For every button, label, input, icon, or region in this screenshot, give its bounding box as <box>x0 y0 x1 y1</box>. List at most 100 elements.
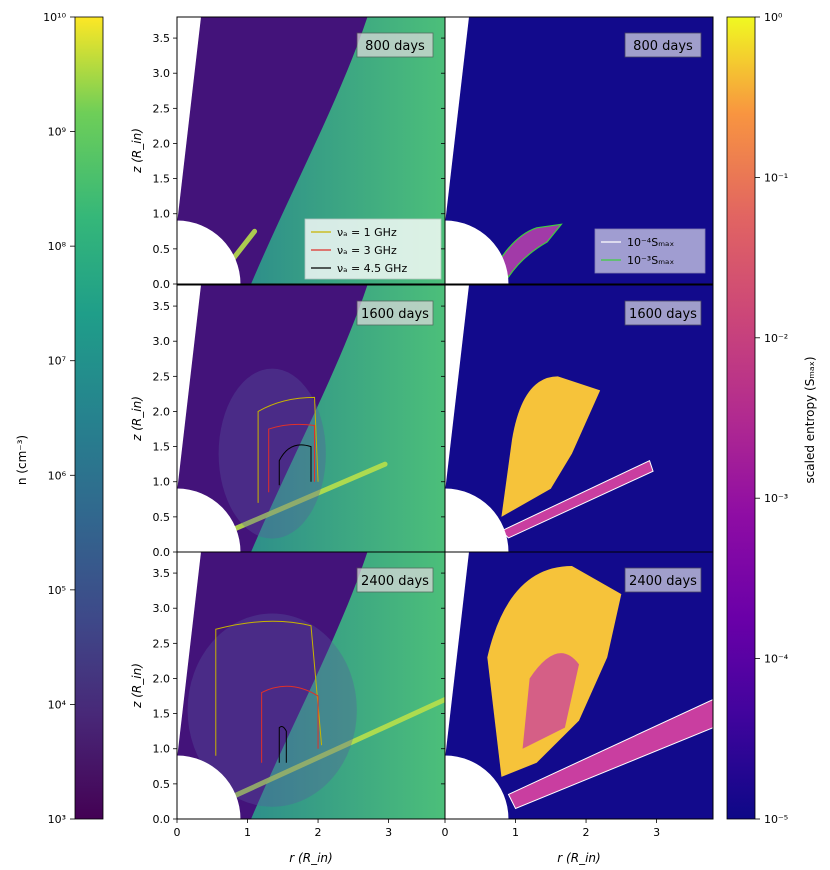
x-tick-label: 0 <box>174 826 181 839</box>
entropy-panel: 1600 days <box>441 284 714 556</box>
density-panel: 800 days 0.0 0.5 1.0 1.5 2.0 2.5 3.0 3.5 z (R_in)… <box>130 16 446 291</box>
ejecta-jet <box>227 461 388 534</box>
x-axis-label: r (R_in) <box>289 851 332 865</box>
wind-region <box>251 17 445 284</box>
y-tick-label: 1.5 <box>153 173 171 186</box>
time-label-box <box>356 567 434 593</box>
y-tick-label: 2.0 <box>153 137 171 150</box>
excluded-wedge <box>445 285 469 492</box>
density-legend: νₐ = 1 GHz νₐ = 3 GHz νₐ = 4.5 GHz <box>304 218 442 280</box>
time-label: 800 days <box>633 39 693 54</box>
density-colorbar: 10³ 10⁴ 10⁵ 10⁶ 10⁷ 10⁸ 10⁹ 10¹⁰ n (cm⁻³) <box>15 11 104 826</box>
time-label-box <box>624 567 702 593</box>
density-colorbar-tick-label: 10⁴ <box>48 698 67 711</box>
time-label-box <box>624 32 702 58</box>
jet-entropy <box>507 699 713 810</box>
legend-entry: νₐ = 1 GHz <box>337 226 397 239</box>
inner-boundary <box>445 755 509 819</box>
density-colorbar-tick-label: 10⁵ <box>48 584 66 597</box>
wind-region <box>251 552 445 819</box>
x-tick-label: 0 <box>442 826 449 839</box>
mid-entropy-region <box>522 653 579 749</box>
contour-4-5ghz <box>278 726 287 763</box>
ejecta-shell <box>218 368 326 539</box>
time-label-box <box>356 32 434 58</box>
panel-frame <box>444 551 714 820</box>
density-panel: 2400 days 0.0 0.5 1.0 1.5 2.0 2.5 3.0 3.5 0 1 2 3 z (… <box>130 551 446 839</box>
legend-entry: 10⁻⁴Sₘₐₓ <box>627 236 674 249</box>
x-tick-label: 2 <box>583 826 590 839</box>
inner-boundary <box>445 220 509 284</box>
time-label: 1600 days <box>629 307 697 322</box>
contour-3ghz <box>261 685 319 763</box>
y-tick-label: 3.5 <box>153 567 171 580</box>
x-tick-label: 3 <box>653 826 660 839</box>
y-tick-label: 0.0 <box>153 813 171 826</box>
time-label-box <box>356 300 434 326</box>
contour-4-5ghz <box>278 444 312 486</box>
legend-entry: νₐ = 3 GHz <box>337 244 397 257</box>
y-tick-label: 1.5 <box>153 441 171 454</box>
y-tick-label: 2.0 <box>153 405 171 418</box>
y-tick-label: 3.0 <box>153 335 171 348</box>
entropy-colorbar-tick-label: 10⁰ <box>764 11 783 24</box>
y-tick-label: 0.5 <box>153 511 171 524</box>
density-colorbar-tick-label: 10⁸ <box>48 240 67 253</box>
inner-boundary <box>177 755 241 819</box>
density-colorbar-label: n (cm⁻³) <box>15 435 29 485</box>
wind-region <box>251 285 445 552</box>
excluded-wedge <box>177 17 201 224</box>
time-label: 2400 days <box>361 574 429 589</box>
time-label: 2400 days <box>629 574 697 589</box>
contour-1ghz <box>215 620 323 756</box>
entropy-colorbar-tick-label: 10⁻¹ <box>764 171 788 184</box>
y-tick-label: 0.0 <box>153 546 171 559</box>
y-axis-label: z (R_in) <box>130 128 144 174</box>
hot-ejecta-region <box>497 223 563 279</box>
y-tick-label: 0.5 <box>153 243 171 256</box>
y-tick-label: 2.5 <box>153 102 171 115</box>
entropy-legend: 10⁻⁴Sₘₐₓ 10⁻³Sₘₐₓ <box>594 228 706 274</box>
y-tick-label: 3.0 <box>153 67 171 80</box>
inner-boundary <box>177 488 241 552</box>
y-tick-label: 0.5 <box>153 778 171 791</box>
entropy-panel: 800 days 10⁻⁴Sₘₐₓ 10⁻³Sₘₐₓ <box>441 16 714 288</box>
contour-3ghz <box>268 423 316 493</box>
time-label: 800 days <box>365 39 425 54</box>
panel-frame <box>444 16 714 285</box>
x-tick-label: 1 <box>512 826 519 839</box>
hot-ejecta-region <box>501 376 601 517</box>
x-tick-label: 1 <box>244 826 251 839</box>
excluded-wedge <box>445 552 469 759</box>
entropy-colorbar-tick-label: 10⁻³ <box>764 492 788 505</box>
entropy-colorbar: 10⁻⁵ 10⁻⁴ 10⁻³ 10⁻² 10⁻¹ 10⁰ scaled entropy (… <box>726 11 817 826</box>
y-tick-label: 2.5 <box>153 370 171 383</box>
inner-boundary <box>177 220 241 284</box>
y-tick-label: 1.0 <box>153 208 171 221</box>
y-tick-label: 3.5 <box>153 300 171 313</box>
y-tick-label: 1.0 <box>153 476 171 489</box>
density-panel: 1600 days 0.0 0.5 1.0 1.5 2.0 2.5 3.0 3.5 z (R_in… <box>130 284 446 559</box>
density-colorbar-tick-label: 10⁷ <box>48 355 66 368</box>
y-tick-label: 2.5 <box>153 637 171 650</box>
entropy-colorbar-tick-label: 10⁻⁵ <box>764 813 788 826</box>
time-label: 1600 days <box>361 307 429 322</box>
y-tick-label: 3.5 <box>153 32 171 45</box>
legend-entry: 10⁻³Sₘₐₓ <box>627 254 674 267</box>
ejecta-jet <box>227 697 445 801</box>
density-colorbar-tick-label: 10³ <box>48 813 66 826</box>
excluded-wedge <box>177 552 201 759</box>
y-axis-label: z (R_in) <box>130 396 144 442</box>
x-tick-label: 2 <box>315 826 322 839</box>
density-colorbar-tick-label: 10⁶ <box>48 469 67 482</box>
entropy-colorbar-tick-label: 10⁻⁴ <box>764 653 789 666</box>
y-tick-label: 1.5 <box>153 708 171 721</box>
time-label-box <box>624 300 702 326</box>
x-axis-label: r (R_in) <box>557 851 600 865</box>
entropy-colorbar-label: scaled entropy (Sₘₐₓ) <box>803 356 817 483</box>
density-colorbar-tick-label: 10⁹ <box>48 126 66 139</box>
y-tick-label: 3.0 <box>153 602 171 615</box>
excluded-wedge <box>177 285 201 492</box>
x-tick-label: 3 <box>385 826 392 839</box>
